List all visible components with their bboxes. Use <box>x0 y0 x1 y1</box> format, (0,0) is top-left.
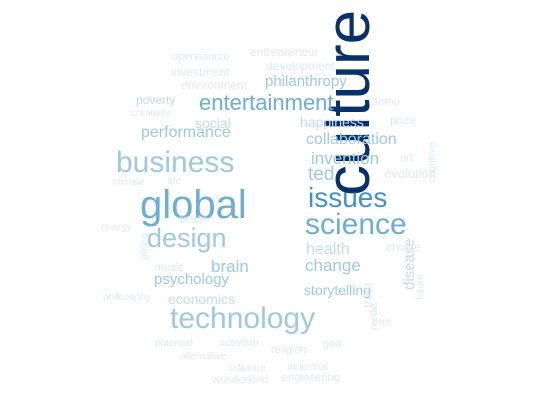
word-creativity: creativity <box>131 108 171 119</box>
word-energy: energy <box>101 222 132 233</box>
word-activism: activism <box>219 337 259 349</box>
word-design-small: design <box>178 214 208 225</box>
word-collaboration: collaboration <box>306 131 397 148</box>
word-science: science <box>305 208 407 241</box>
word-issues: issues <box>308 182 388 213</box>
word-potential: potential <box>155 338 193 349</box>
word-social: social <box>195 115 231 131</box>
word-climate: climate <box>113 177 145 188</box>
word-brain: brain <box>211 257 249 276</box>
word-engineering: engineering <box>282 372 340 384</box>
word-health: health <box>306 241 350 258</box>
word-demo: demo <box>372 96 400 108</box>
word-evolution: evolution <box>384 166 437 181</box>
word-industrial: industrial <box>288 362 329 373</box>
word-ted: ted <box>308 164 335 185</box>
word-design: design <box>147 223 227 253</box>
word-business: business <box>116 146 235 179</box>
word-economics: economics <box>168 291 235 307</box>
word-global: global <box>140 183 247 227</box>
word-wunderkind: wunderkind <box>212 374 269 386</box>
word-psychology: psychology <box>154 271 230 288</box>
word-care: care <box>372 317 392 328</box>
word-art: art <box>400 152 413 164</box>
word-software: software <box>228 363 266 374</box>
word-environment: environment <box>181 78 248 92</box>
word-storytelling: storytelling <box>304 282 371 298</box>
word-entertainment: entertainment <box>199 90 334 115</box>
word-development: development <box>266 59 335 73</box>
word-philosophy: philosophy <box>103 292 151 303</box>
word-life: life <box>168 176 181 187</box>
word-philanthropy: philanthropy <box>265 73 347 90</box>
word-choice: choice <box>386 240 421 254</box>
word-change: change <box>305 256 361 275</box>
word-technology: technology <box>170 302 316 335</box>
word-investment: investment <box>171 65 230 79</box>
word-entrepreneur: entrepreneur <box>250 45 319 59</box>
word-future: future <box>415 274 426 300</box>
word-performance: performance <box>141 124 231 141</box>
word-africa: africa <box>139 233 151 260</box>
word-happiness: happiness <box>300 114 364 130</box>
word-god: god <box>323 338 342 350</box>
word-opensource: opensource <box>172 51 230 63</box>
word-invention: invention <box>311 149 380 168</box>
word-music: music <box>155 262 184 274</box>
word-alternative: alternative <box>180 351 227 362</box>
word-poverty: poverty <box>136 93 176 107</box>
word-religion: religion <box>271 344 307 356</box>
word-cognitive: cognitive <box>427 142 438 182</box>
word-prize: prize <box>390 113 417 127</box>
